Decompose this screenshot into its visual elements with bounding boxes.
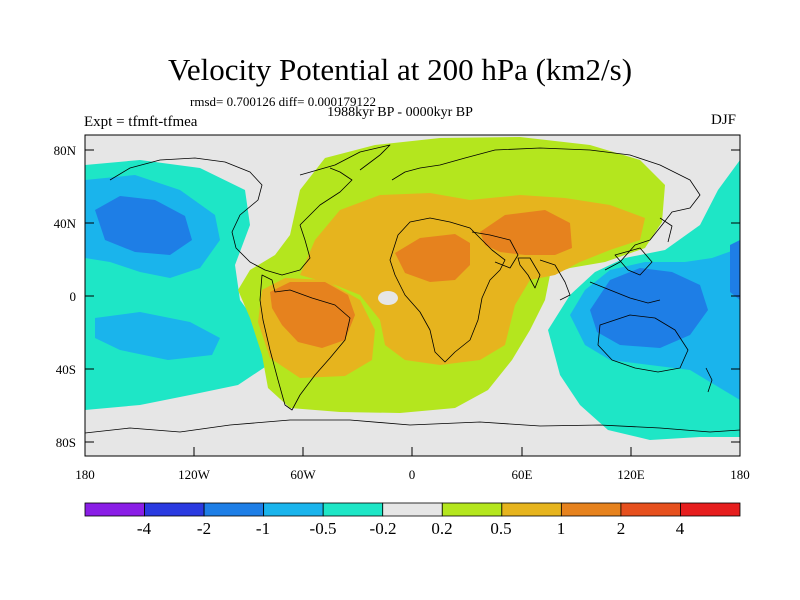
field-orange-arabia [480, 210, 572, 255]
coastlines [85, 144, 740, 434]
colorbar-box [560, 502, 622, 517]
field-orange-south-america [270, 282, 355, 348]
colorbar-box [680, 502, 741, 517]
colorbar-label: -0.2 [370, 519, 397, 538]
colorbar-labels: -4 -2 -1 -0.5 -0.2 0.2 0.5 1 2 4 [137, 519, 685, 538]
lat-label: 0 [70, 289, 77, 304]
colorbar-box [203, 502, 265, 517]
colorbar-box [144, 502, 205, 517]
lat-label: 40N [54, 216, 77, 231]
colorbar-box [382, 502, 443, 517]
colorbar-box [322, 502, 384, 517]
colorbar [84, 502, 741, 517]
field-blue-north-pacific [95, 196, 192, 255]
colorbar-box [620, 502, 681, 517]
lon-label: 0 [409, 467, 416, 482]
colorbar-box [501, 502, 562, 517]
lon-label: 180 [75, 467, 95, 482]
lon-axis-labels: 180 120W 60W 0 60E 120E 180 [75, 467, 750, 482]
field-neutral-gap [378, 291, 398, 305]
colorbar-label: -4 [137, 519, 152, 538]
lon-ticks [84, 447, 741, 456]
lon-label: 60E [512, 467, 533, 482]
map-panel [85, 135, 740, 456]
rmsd-diff-stats: rmsd= 0.700126 diff= 0.000179122 [190, 94, 376, 109]
experiment-label: Expt = tfmft-tfmea [84, 114, 198, 130]
lat-label: 80S [56, 435, 76, 450]
season-label: DJF [711, 112, 737, 128]
field-blue-indonesia [590, 268, 708, 348]
colorbar-label: 2 [617, 519, 626, 538]
colorbar-box [441, 502, 503, 517]
page-title: Velocity Potential at 200 hPa (km2/s) [167, 52, 633, 87]
colorbar-label: -0.5 [310, 519, 337, 538]
colorbar-label: -2 [197, 519, 211, 538]
lat-ticks [85, 149, 740, 443]
colorbar-box [84, 502, 145, 517]
lon-label: 180 [730, 467, 750, 482]
colorbar-label: 1 [557, 519, 566, 538]
lon-label: 120E [617, 467, 645, 482]
colorbar-label: 0.5 [490, 519, 511, 538]
period-label: 1988kyr BP - 0000kyr BP [327, 105, 473, 120]
field-blue-date-line [730, 240, 740, 300]
colorbar-label: 0.2 [431, 519, 452, 538]
colorbar-box [263, 502, 324, 517]
lon-label: 60W [290, 467, 316, 482]
field-cyan-south-pacific [95, 312, 220, 360]
lat-axis-labels: 80N 40N 0 40S 80S [54, 143, 77, 450]
field-orange-sahara [395, 234, 470, 282]
lon-label: 120W [178, 467, 211, 482]
colorbar-label: 4 [676, 519, 685, 538]
lat-label: 80N [54, 143, 77, 158]
lat-label: 40S [56, 362, 76, 377]
colorbar-label: -1 [256, 519, 270, 538]
